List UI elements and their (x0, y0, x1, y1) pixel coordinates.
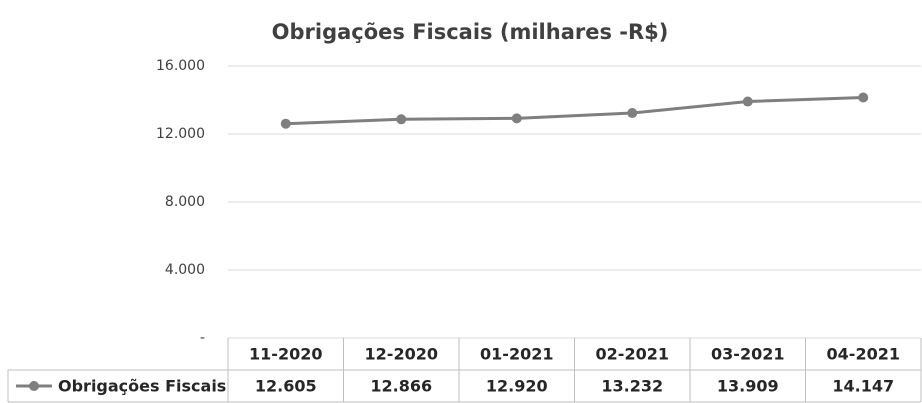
data-label: 13.909 (717, 377, 779, 396)
marker (742, 96, 753, 107)
y-tick-label: 4.000 (165, 262, 205, 278)
x-tick-label: 03-2021 (711, 345, 784, 364)
data-label: 13.232 (601, 377, 663, 396)
line (285, 96, 864, 126)
data-label: 12.920 (486, 377, 548, 396)
marker (511, 113, 522, 124)
y-tick-label: 8.000 (165, 194, 205, 210)
legend-marker (29, 381, 39, 391)
data-label: 12.866 (370, 377, 432, 396)
y-tick-label: - (200, 330, 205, 346)
marker (396, 114, 407, 125)
legend-label: Obrigações Fiscais (58, 377, 226, 396)
marker (280, 118, 291, 129)
marker (858, 92, 869, 103)
y-tick-label: 12.000 (156, 126, 205, 142)
x-tick-label: 12-2020 (365, 345, 438, 364)
marker (627, 108, 638, 119)
x-tick-label: 01-2021 (480, 345, 553, 364)
y-tick-label: 16.000 (156, 58, 205, 74)
x-tick-label: 04-2021 (827, 345, 900, 364)
x-tick-label: 11-2020 (249, 345, 322, 364)
x-tick-label: 02-2021 (596, 345, 669, 364)
data-label: 14.147 (832, 377, 894, 396)
data-label: 12.605 (255, 377, 317, 396)
chart-title: Obrigações Fiscais (milhares -R$) (272, 20, 669, 44)
